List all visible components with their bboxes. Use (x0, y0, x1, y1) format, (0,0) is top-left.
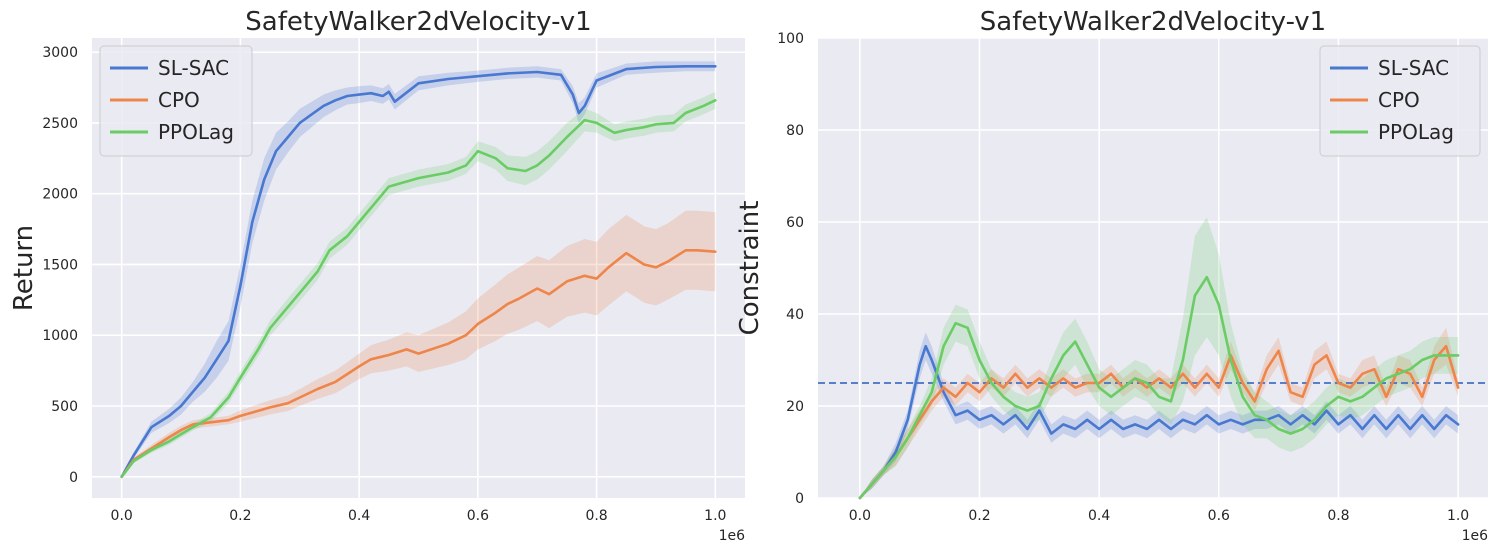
x-tick-label: 0.4 (348, 508, 370, 524)
legend-return: SL-SAC CPO PPOLag (99, 45, 253, 157)
x-tick-label: 1.0 (1447, 508, 1469, 524)
band-cpo (121, 210, 716, 477)
band-ppolag (859, 217, 1459, 498)
grid-constraint (818, 37, 1488, 499)
y-tick-label: 2000 (42, 187, 78, 203)
legend-box (1319, 45, 1481, 157)
band-cpo (859, 327, 1459, 498)
line-cpo (120, 249, 717, 479)
y-axis-label-return: Return (9, 225, 39, 311)
legend-label-cpo: CPO (1378, 88, 1420, 112)
ticks-return: 0.0 0.2 0.4 0.6 0.8 1.0 0 500 1000 1500 2000 2500 30… (42, 45, 726, 524)
legend-label-sl-sac: SL-SAC (1378, 56, 1449, 80)
chart-title-return: SafetyWalker2dVelocity-v1 (245, 7, 591, 37)
band-sl-sac (859, 332, 1459, 498)
y-tick-label: 2500 (42, 116, 78, 132)
legend-box (99, 45, 253, 157)
line-cpo (858, 344, 1460, 500)
line-ppolag (858, 275, 1460, 500)
y-tick-label: 40 (786, 307, 804, 323)
lines-constraint (818, 275, 1488, 500)
y-tick-label: 60 (786, 215, 804, 231)
x-tick-label: 0.6 (467, 508, 489, 524)
x-tick-label: 0.6 (1208, 508, 1230, 524)
y-tick-label: 80 (786, 123, 804, 139)
band-ppolag (121, 91, 716, 477)
x-tick-label: 0.0 (849, 508, 871, 524)
y-tick-label: 100 (777, 31, 804, 47)
ticks-constraint: 0.0 0.2 0.4 0.6 0.8 1.0 0 20 40 60 80 100 (777, 31, 1469, 524)
legend-label-ppolag: PPOLag (158, 120, 234, 144)
line-sl-sac (120, 65, 717, 479)
y-tick-label: 1000 (42, 328, 78, 344)
legend-label-ppolag: PPOLag (1378, 120, 1454, 144)
y-tick-label: 20 (786, 399, 804, 415)
x-scale-label-return: 1e6 (719, 528, 746, 544)
legend-label-cpo: CPO (158, 88, 200, 112)
y-tick-label: 1500 (42, 257, 78, 273)
chart-title-constraint: SafetyWalker2dVelocity-v1 (980, 7, 1326, 37)
y-tick-label: 0 (69, 470, 78, 486)
legend-label-sl-sac: SL-SAC (158, 56, 229, 80)
line-ppolag (120, 99, 717, 479)
x-tick-label: 0.0 (111, 508, 133, 524)
x-tick-label: 0.8 (1327, 508, 1349, 524)
x-scale-label-constraint: 1e6 (1462, 528, 1489, 544)
legend-constraint: SL-SAC CPO PPOLag (1319, 45, 1481, 157)
x-tick-label: 1.0 (704, 508, 726, 524)
y-axis-label-constraint: Constraint (735, 201, 765, 336)
x-tick-label: 0.2 (229, 508, 251, 524)
chart-return: 0.0 0.2 0.4 0.6 0.8 1.0 0 500 1000 1500 2000 2500 30… (9, 7, 745, 544)
y-tick-label: 500 (51, 399, 78, 415)
y-tick-label: 3000 (42, 45, 78, 61)
x-tick-label: 0.4 (1088, 508, 1110, 524)
lines-return (120, 65, 717, 479)
chart-constraint: 0.0 0.2 0.4 0.6 0.8 1.0 0 20 40 60 80 100 SafetyWal… (735, 7, 1488, 544)
bands-constraint (859, 217, 1459, 498)
grid-return (92, 38, 745, 498)
y-tick-label: 0 (795, 491, 804, 507)
line-sl-sac (858, 344, 1460, 500)
x-tick-label: 0.8 (585, 508, 607, 524)
x-tick-label: 0.2 (968, 508, 990, 524)
